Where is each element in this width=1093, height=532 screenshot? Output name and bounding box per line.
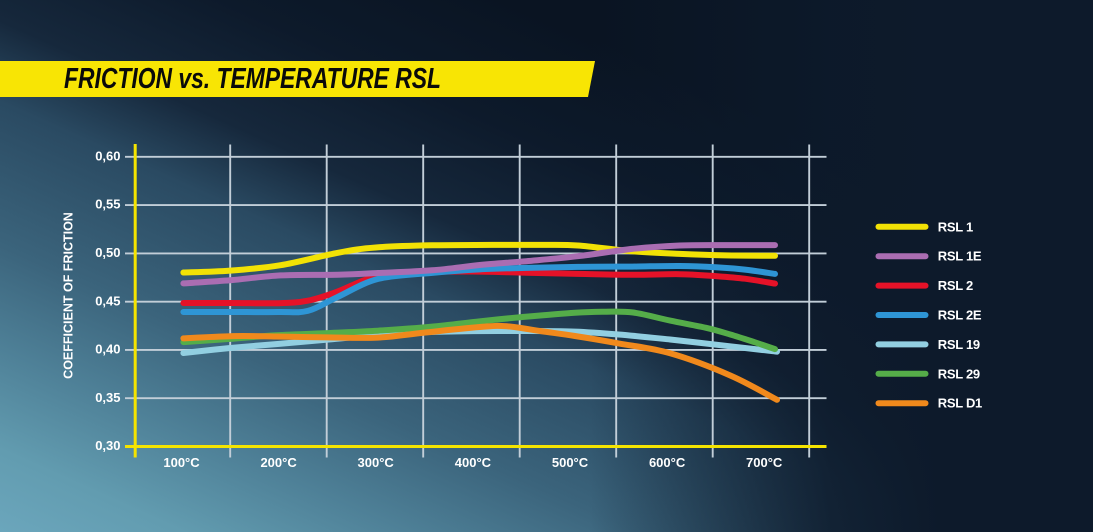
svg-text:0,40: 0,40 (95, 342, 120, 357)
svg-text:100°C: 100°C (163, 455, 200, 470)
svg-text:RSL 1E: RSL 1E (938, 249, 982, 264)
svg-text:FRICTION vs. TEMPERATURE RSL: FRICTION vs. TEMPERATURE RSL (64, 63, 441, 95)
svg-text:0,50: 0,50 (95, 245, 120, 260)
svg-text:0,30: 0,30 (95, 438, 120, 453)
svg-text:RSL 2: RSL 2 (938, 278, 973, 293)
svg-text:300°C: 300°C (358, 455, 395, 470)
svg-text:RSL D1: RSL D1 (938, 396, 982, 411)
svg-text:0,55: 0,55 (95, 197, 120, 212)
svg-text:RSL 19: RSL 19 (938, 337, 980, 352)
svg-text:0,45: 0,45 (95, 293, 120, 308)
svg-text:700°C: 700°C (746, 455, 783, 470)
svg-text:0,60: 0,60 (95, 148, 120, 163)
svg-text:RSL 1: RSL 1 (938, 219, 973, 234)
svg-text:200°C: 200°C (260, 455, 297, 470)
svg-text:COEFFICIENT OF FRICTION: COEFFICIENT OF FRICTION (62, 212, 76, 379)
svg-text:500°C: 500°C (552, 455, 589, 470)
svg-text:600°C: 600°C (649, 455, 686, 470)
svg-text:RSL 2E: RSL 2E (938, 308, 982, 323)
svg-text:400°C: 400°C (455, 455, 492, 470)
svg-text:RSL 29: RSL 29 (938, 366, 980, 381)
svg-text:0,35: 0,35 (95, 390, 120, 405)
